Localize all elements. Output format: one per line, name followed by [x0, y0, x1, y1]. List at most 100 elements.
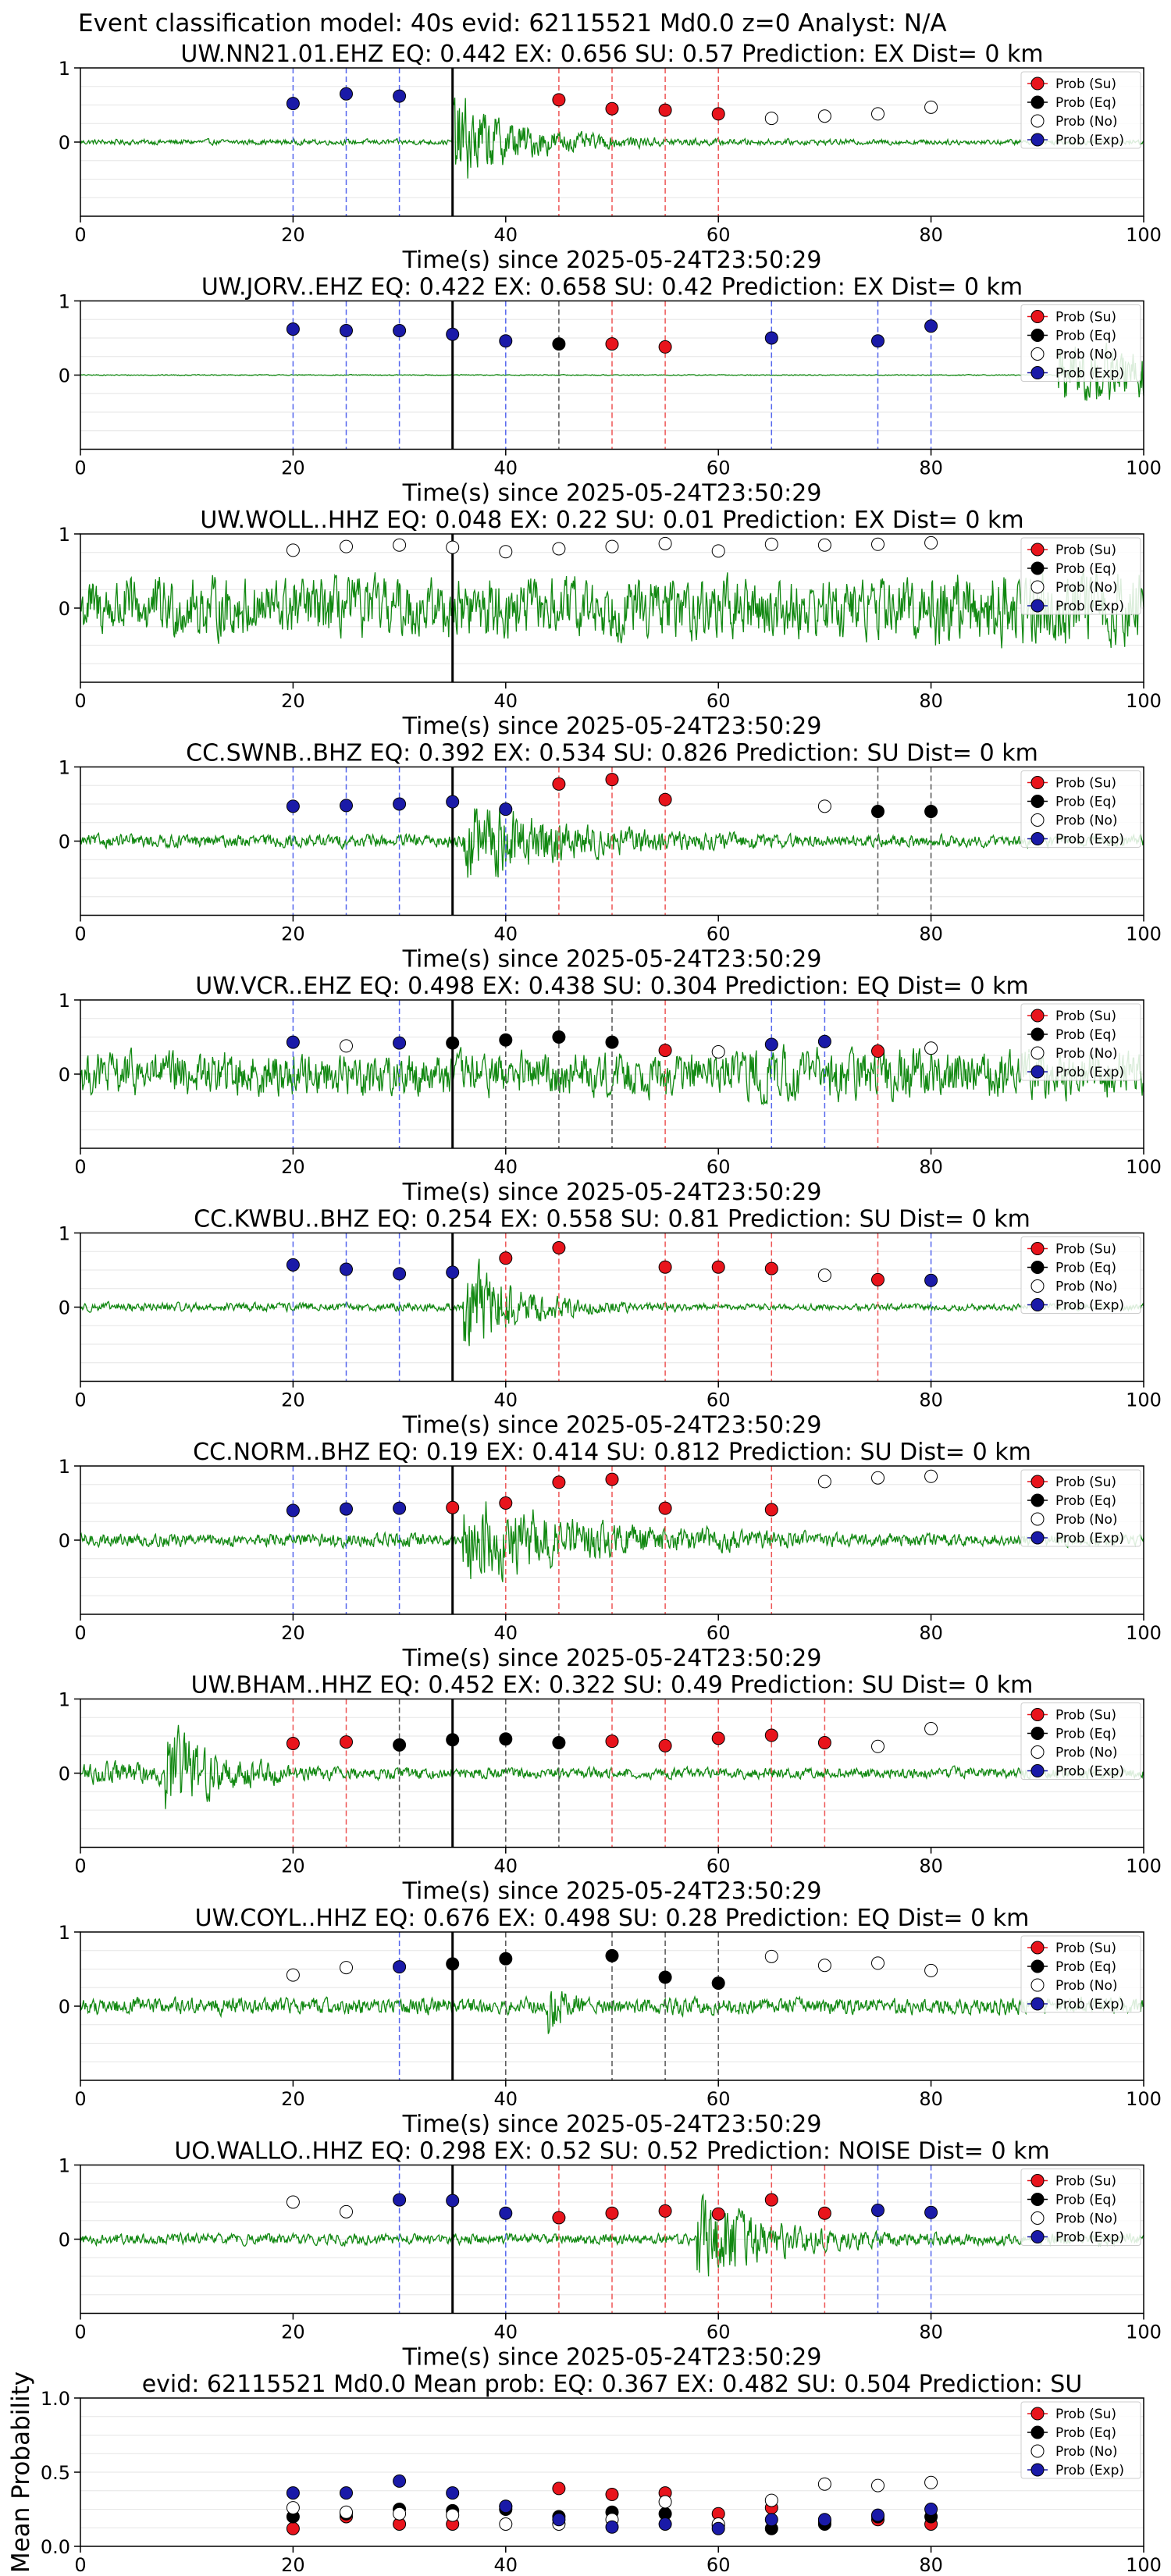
- legend-label: Prob (No): [1055, 114, 1118, 130]
- y-tick-label: 0: [59, 1297, 70, 1319]
- x-tick-label: 20: [281, 1156, 305, 1178]
- legend-box: [1020, 304, 1141, 382]
- legend-marker-no: [1030, 1512, 1045, 1526]
- mean-point-no: [499, 2517, 513, 2531]
- legend-label: Prob (Exp): [1055, 599, 1124, 614]
- legend-marker-no: [1030, 347, 1045, 361]
- x-tick-label: 80: [919, 2554, 943, 2576]
- legend-marker-exp: [1030, 2463, 1045, 2477]
- prob-point-su: [764, 1503, 778, 1517]
- x-tick-label: 100: [1126, 2554, 1162, 2576]
- y-tick-label: 1: [59, 1456, 70, 1478]
- prob-point-exp: [924, 2205, 938, 2219]
- x-axis-label: Time(s) since 2025-05-24T23:50:29: [402, 1878, 822, 1905]
- x-tick-label: 0: [74, 224, 86, 246]
- legend-box: [1020, 770, 1141, 848]
- prob-point-no: [871, 537, 884, 551]
- legend-label: Prob (Su): [1055, 1242, 1116, 1258]
- waveform-trace: [80, 343, 1144, 401]
- prob-point-su: [871, 1272, 884, 1286]
- prob-point-su: [658, 103, 672, 117]
- panel-title: CC.SWNB..BHZ EQ: 0.392 EX: 0.534 SU: 0.8…: [186, 740, 1038, 767]
- prob-point-eq: [499, 1732, 513, 1746]
- legend-box: [1020, 71, 1141, 149]
- prob-point-exp: [871, 2203, 884, 2217]
- mean-point-no: [924, 2475, 938, 2489]
- panel-title: CC.KWBU..BHZ EQ: 0.254 EX: 0.558 SU: 0.8…: [194, 1206, 1030, 1233]
- x-tick-label: 60: [707, 1156, 731, 1178]
- prob-point-no: [286, 1968, 300, 1982]
- prob-point-su: [658, 340, 672, 354]
- legend-marker-su: [1030, 1475, 1045, 1489]
- legend-marker-su: [1030, 1708, 1045, 1721]
- legend-box: [1020, 537, 1141, 615]
- prob-point-su: [552, 1475, 566, 1489]
- y-tick-label: 0: [59, 1530, 70, 1552]
- legend-marker-eq: [1030, 1493, 1045, 1507]
- legend-label: Prob (No): [1055, 347, 1118, 363]
- prob-point-exp: [393, 797, 407, 811]
- x-axis-label: Time(s) since 2025-05-24T23:50:29: [402, 713, 822, 740]
- x-tick-label: 60: [707, 2554, 731, 2576]
- prob-point-su: [605, 773, 619, 787]
- prob-point-no: [871, 1471, 884, 1485]
- legend-marker-su: [1030, 76, 1045, 91]
- prob-point-su: [658, 1044, 672, 1058]
- panel-title: UW.NN21.01.EHZ EQ: 0.442 EX: 0.656 SU: 0…: [180, 41, 1043, 68]
- panel-3: 0 20 40 60 80 100 0 1 UW.WOLL..HHZ EQ: 0.048 EX:…: [59, 507, 1162, 740]
- legend-marker-eq: [1030, 795, 1045, 808]
- mean-point-no: [340, 2505, 353, 2519]
- mean-point-exp: [393, 2474, 407, 2488]
- prob-point-no: [711, 544, 725, 558]
- legend-marker-exp: [1030, 133, 1045, 147]
- prob-point-no: [340, 1039, 353, 1053]
- y-tick-label: 1: [59, 58, 70, 80]
- legend-marker-eq: [1030, 2193, 1045, 2206]
- legend-marker-no: [1030, 1978, 1045, 1992]
- x-tick-label: 80: [919, 690, 943, 712]
- legend-marker-su: [1030, 2174, 1045, 2187]
- x-tick-label: 20: [281, 1856, 305, 1877]
- prob-point-su: [711, 2207, 725, 2221]
- prob-point-su: [552, 93, 566, 107]
- prob-point-exp: [393, 89, 407, 103]
- mean-point-no: [871, 2478, 884, 2492]
- prob-point-exp: [393, 2193, 407, 2207]
- prob-point-no: [924, 100, 938, 114]
- prob-point-no: [924, 1963, 938, 1977]
- legend-marker-eq: [1030, 95, 1045, 109]
- x-tick-label: 60: [707, 457, 731, 479]
- prob-point-no: [393, 538, 407, 552]
- legend-marker-su: [1030, 543, 1045, 557]
- x-tick-label: 80: [919, 1856, 943, 1877]
- legend-label: Prob (Eq): [1055, 2425, 1116, 2441]
- legend-label: Prob (Eq): [1055, 561, 1116, 577]
- prob-point-eq: [446, 1036, 460, 1050]
- y-tick-label: 1: [59, 2155, 70, 2177]
- legend-marker-exp: [1030, 1531, 1045, 1545]
- prob-point-exp: [340, 324, 353, 337]
- legend-label: Prob (No): [1055, 1745, 1118, 1761]
- prob-point-su: [764, 2193, 778, 2207]
- legend-marker-su: [1030, 1941, 1045, 1955]
- prob-point-exp: [340, 799, 353, 813]
- legend-marker-no: [1030, 1279, 1045, 1293]
- x-tick-label: 80: [919, 1156, 943, 1178]
- legend-label: Prob (No): [1055, 1978, 1118, 1994]
- x-tick-label: 0: [74, 690, 86, 712]
- prob-point-eq: [552, 337, 566, 351]
- prob-point-exp: [393, 1267, 407, 1281]
- prob-point-exp: [817, 1034, 831, 1048]
- legend-box: [1020, 1003, 1141, 1081]
- prob-point-eq: [711, 1976, 725, 1991]
- prob-point-exp: [499, 2206, 513, 2220]
- prob-point-su: [817, 1736, 831, 1750]
- x-tick-label: 40: [494, 923, 518, 945]
- prob-point-eq: [446, 1733, 460, 1747]
- prob-point-exp: [286, 1035, 300, 1049]
- legend-marker-no: [1030, 2211, 1045, 2225]
- legend-label: Prob (Eq): [1055, 95, 1116, 111]
- x-tick-label: 80: [919, 923, 943, 945]
- x-tick-label: 40: [494, 1156, 518, 1178]
- y-axis-label: Mean Probability: [7, 2371, 35, 2573]
